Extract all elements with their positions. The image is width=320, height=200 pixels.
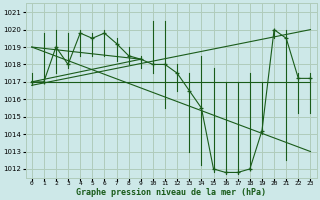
X-axis label: Graphe pression niveau de la mer (hPa): Graphe pression niveau de la mer (hPa) [76,188,266,197]
